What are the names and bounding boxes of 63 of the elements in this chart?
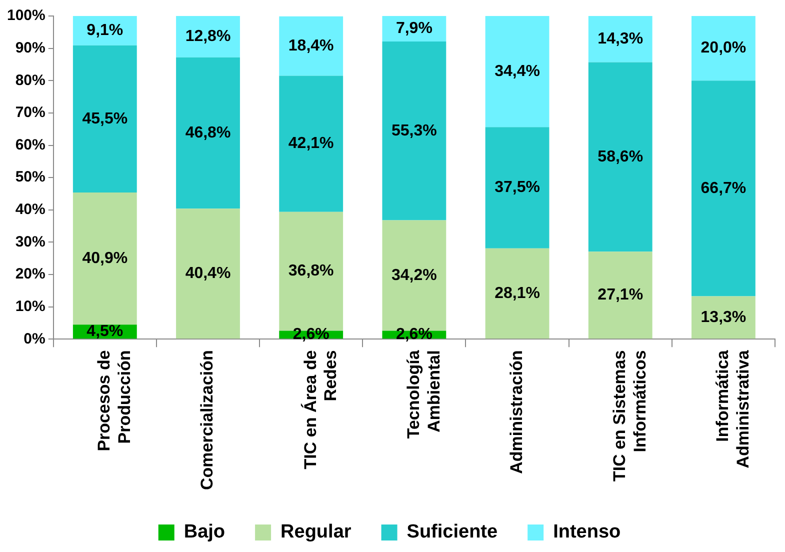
data-label: 20,0%: [700, 40, 746, 57]
data-label: 66,7%: [700, 180, 746, 197]
data-label: 2,6%: [292, 326, 330, 344]
bar: [485, 127, 550, 248]
data-label: 34,2%: [391, 266, 437, 284]
data-label: 9,1%: [86, 22, 124, 40]
y-tick-label: 100%: [6, 7, 46, 24]
x-tick-label: TIC en Área de Redes: [300, 350, 340, 470]
data-label: 58,6%: [598, 148, 644, 166]
data-label: 55,3%: [391, 122, 437, 140]
bar: [588, 62, 652, 252]
x-tick-label: Procesos de Producción: [94, 350, 134, 452]
data-label: 4,5%: [86, 323, 124, 340]
data-label: 2,6%: [396, 326, 432, 344]
y-tick-label: 70%: [15, 104, 46, 122]
data-label: 46,8%: [185, 124, 231, 142]
bar: [691, 80, 756, 296]
bar: [176, 208, 240, 339]
y-tick-label: 60%: [15, 136, 46, 154]
data-label: 7,9%: [396, 20, 432, 38]
data-label: 40,9%: [82, 250, 128, 267]
x-tick-label: Comercialización: [198, 350, 217, 490]
data-label: 13,3%: [700, 308, 746, 326]
bar: [691, 16, 756, 81]
bar: [588, 16, 652, 62]
data-label: 12,8%: [185, 28, 231, 46]
bar: [279, 16, 344, 76]
y-tick-label: 40%: [15, 201, 46, 218]
data-label: 42,1%: [288, 135, 334, 152]
bar: [485, 248, 550, 339]
data-label: 37,5%: [494, 179, 540, 196]
y-tick-label: 0%: [24, 330, 46, 348]
bar: [72, 192, 137, 325]
data-label: 28,1%: [494, 284, 540, 302]
x-tick-label: Informática Administrativa: [713, 350, 753, 468]
y-tick-label: 50%: [15, 168, 46, 186]
bar: [485, 16, 550, 128]
legend-label: Regular: [280, 522, 352, 543]
data-label: 45,5%: [82, 110, 128, 128]
data-label: 18,4%: [288, 37, 334, 54]
x-tick-label: TIC en Sistemas Informáticos: [610, 350, 650, 482]
bar: [382, 42, 446, 220]
data-label: 14,3%: [598, 30, 644, 48]
y-tick-label: 90%: [15, 39, 46, 56]
data-label: 34,4%: [494, 62, 540, 80]
x-tick-label: Administración: [506, 350, 526, 474]
data-label: 36,8%: [288, 262, 334, 280]
data-label: 27,1%: [598, 286, 644, 304]
bar: [588, 252, 652, 339]
legend-label: Bajo: [184, 522, 226, 543]
bar: [691, 296, 756, 339]
y-tick-label: 20%: [15, 266, 46, 283]
bar: [279, 76, 344, 212]
data-label: 40,4%: [185, 265, 231, 282]
legend-label: Suficiente: [406, 522, 498, 543]
bar: [176, 16, 240, 58]
legend-label: Intenso: [553, 522, 621, 543]
x-tick-label: Tecnología Ambiental: [404, 350, 444, 439]
bar: [176, 57, 240, 209]
y-tick-label: 30%: [15, 233, 46, 250]
y-tick-label: 80%: [15, 72, 46, 89]
bar: [72, 45, 137, 192]
y-tick-label: 10%: [15, 298, 46, 315]
